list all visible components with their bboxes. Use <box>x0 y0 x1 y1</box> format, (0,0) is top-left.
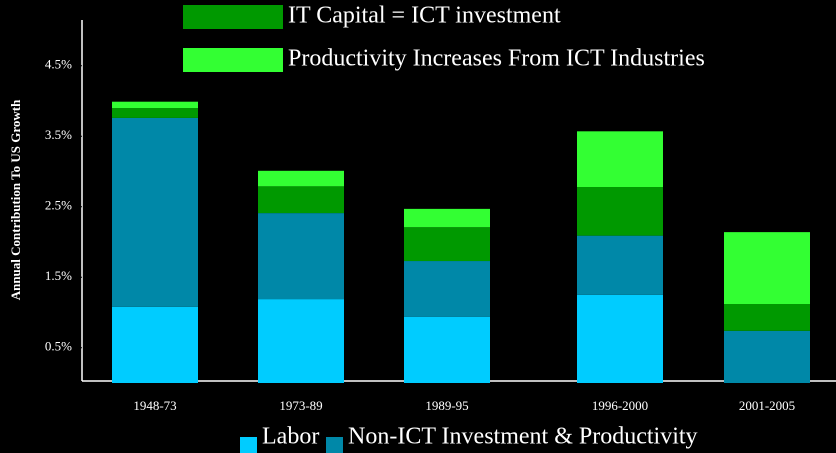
bar-segment <box>577 235 663 295</box>
bar-segment <box>404 261 490 317</box>
bar-segment <box>577 294 663 383</box>
legend-label: IT Capital = ICT investment <box>288 3 561 29</box>
bar-segment <box>404 227 490 262</box>
bar-segment <box>258 213 344 300</box>
bar-segment <box>724 232 810 305</box>
y-tick-label: 2.5% <box>45 198 72 213</box>
bar-segment <box>724 304 810 331</box>
x-tick-label: 1989-95 <box>425 398 468 413</box>
y-tick-label: 4.5% <box>45 57 72 72</box>
bar-segment <box>112 101 198 109</box>
bar-segment <box>404 316 490 383</box>
bar-segment <box>258 170 344 187</box>
x-tick-label: 1973-89 <box>279 398 322 413</box>
y-tick-label: 3.5% <box>45 127 72 142</box>
x-tick-label: 1996-2000 <box>592 398 648 413</box>
y-tick-label: 0.5% <box>45 339 72 354</box>
legend-label: Productivity Increases From ICT Industri… <box>288 46 705 72</box>
bar-segment <box>258 299 344 383</box>
bar-segment <box>724 330 810 383</box>
y-tick-label: 1.5% <box>45 268 72 283</box>
bar-segment <box>577 187 663 236</box>
y-axis-label: Annual Contribution To US Growth <box>8 99 23 300</box>
legend-label: Labor <box>262 424 319 450</box>
bar-segment <box>404 208 490 228</box>
legend-swatch <box>240 437 257 453</box>
x-tick-label: 2001-2005 <box>739 398 795 413</box>
legend-swatch <box>183 48 283 72</box>
bar-segment <box>577 131 663 188</box>
bar-segment <box>258 186 344 214</box>
legend-swatch <box>183 5 283 29</box>
bar-segment <box>112 117 198 307</box>
bar-segment <box>112 108 198 118</box>
legend-swatch <box>326 437 343 453</box>
legend-label: Non-ICT Investment & Productivity <box>348 424 698 450</box>
bar-segment <box>112 306 198 383</box>
x-tick-label: 1948-73 <box>133 398 176 413</box>
